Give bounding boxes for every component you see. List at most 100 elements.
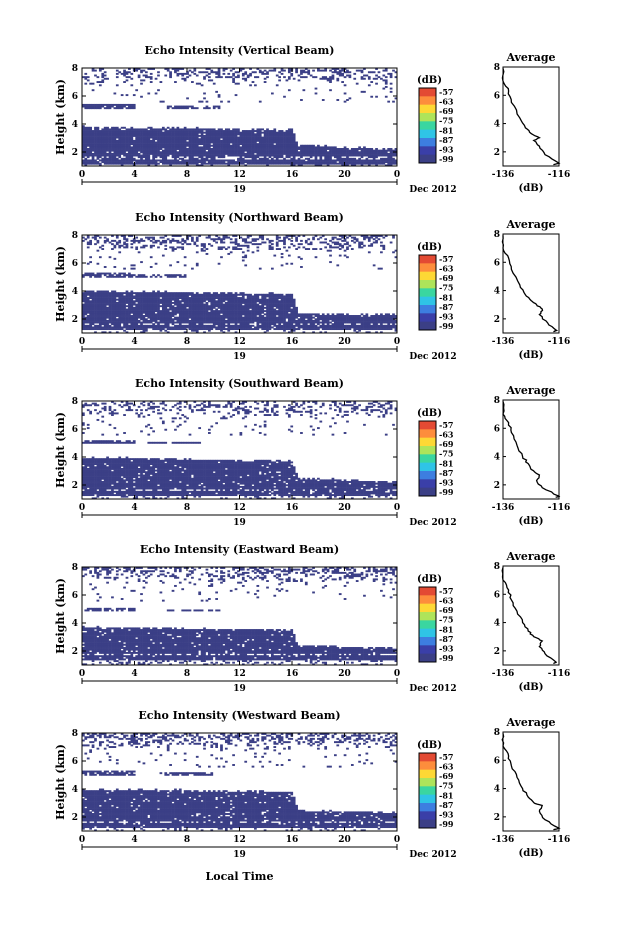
- heatmap-cell: [128, 141, 131, 144]
- heatmap-cell: [246, 249, 250, 252]
- heatmap-cell: [118, 308, 122, 311]
- heatmap-cell: [159, 293, 163, 296]
- heatmap-cell: [283, 316, 286, 319]
- heatmap-cell: [188, 310, 192, 313]
- heatmap-cell: [103, 162, 107, 165]
- heatmap-cell: [181, 321, 185, 324]
- heatmap-cell: [171, 297, 175, 299]
- heatmap-cell: [159, 300, 163, 303]
- heatmap-cell: [280, 301, 284, 304]
- heatmap-cell: [343, 164, 347, 167]
- heatmap-cell: [183, 328, 187, 331]
- heatmap-cell: [166, 126, 170, 129]
- heatmap-cell: [195, 315, 199, 317]
- heatmap-cell: [283, 159, 286, 162]
- heatmap-cell: [234, 134, 238, 137]
- heatmap-cell: [181, 326, 185, 329]
- heatmap-cell: [268, 239, 272, 242]
- heatmap-cell: [268, 328, 272, 331]
- heatmap-cell: [215, 161, 218, 164]
- heatmap-cell: [94, 134, 97, 137]
- heatmap-cell: [111, 313, 114, 316]
- heatmap-cell: [135, 133, 139, 136]
- heatmap-cell: [263, 293, 267, 296]
- heatmap-cell: [200, 139, 204, 142]
- heatmap-cell: [125, 305, 129, 308]
- heatmap-cell: [312, 151, 315, 154]
- heatmap-cell: [149, 298, 153, 301]
- heatmap-cell: [208, 319, 211, 322]
- heatmap-cell: [115, 305, 119, 308]
- heatmap-cell: [336, 157, 340, 160]
- heatmap-cell: [268, 139, 272, 142]
- heatmap-cell: [268, 134, 272, 137]
- heatmap-cell: [125, 154, 129, 157]
- heatmap-cell: [239, 156, 243, 159]
- heatmap-cell: [113, 103, 117, 106]
- heatmap-cell: [355, 149, 359, 152]
- heatmap-cell: [82, 141, 85, 144]
- heatmap-cell: [164, 74, 168, 77]
- heatmap-cell: [229, 293, 233, 296]
- heatmap-cell: [113, 152, 117, 155]
- heatmap-cell: [128, 308, 131, 311]
- heatmap-cell: [239, 293, 243, 296]
- heatmap-cell: [271, 298, 274, 301]
- heatmap-cell: [234, 238, 238, 241]
- heatmap-cell: [350, 157, 354, 160]
- heatmap-cell: [268, 319, 272, 322]
- heatmap-cell: [268, 308, 272, 311]
- heatmap-cell: [309, 151, 313, 154]
- heatmap-cell: [271, 319, 274, 322]
- heatmap-cell: [161, 311, 165, 314]
- heatmap-cell: [241, 154, 245, 157]
- heatmap-cell: [108, 331, 112, 334]
- heatmap-cell: [229, 298, 233, 301]
- heatmap-cell: [244, 130, 248, 132]
- heatmap-cell: [96, 293, 100, 296]
- heatmap-cell: [101, 305, 105, 308]
- heatmap-cell: [128, 275, 131, 278]
- heatmap-cell: [377, 71, 381, 74]
- heatmap-cell: [261, 162, 265, 165]
- heatmap-cell: [365, 74, 369, 77]
- heatmap-cell: [186, 144, 189, 147]
- heatmap-cell: [84, 144, 88, 147]
- heatmap-cell: [254, 239, 257, 242]
- heatmap-cell: [208, 136, 211, 139]
- heatmap-cell: [120, 103, 124, 106]
- heatmap-cell: [145, 275, 148, 278]
- heatmap-cell: [246, 244, 250, 247]
- heatmap-cell: [266, 323, 269, 326]
- heatmap-cell: [205, 292, 209, 295]
- heatmap-cell: [123, 275, 126, 278]
- heatmap-cell: [217, 318, 221, 321]
- heatmap-cell: [181, 295, 185, 298]
- heatmap-cell: [84, 152, 88, 155]
- heatmap-cell: [254, 308, 257, 311]
- heatmap-cell: [103, 266, 107, 268]
- heatmap-cell: [215, 141, 218, 144]
- heatmap-cell: [161, 128, 165, 131]
- heatmap-cell: [152, 146, 155, 149]
- heatmap-cell: [220, 143, 223, 146]
- heatmap-cell: [135, 143, 139, 146]
- heatmap-cell: [130, 162, 134, 165]
- heatmap-cell: [394, 149, 398, 152]
- heatmap-cell: [227, 323, 231, 326]
- heatmap-cell: [191, 157, 194, 160]
- heatmap-cell: [195, 154, 199, 157]
- heatmap-cell: [169, 297, 172, 299]
- heatmap-cell: [392, 152, 395, 155]
- heatmap-cell: [137, 310, 141, 313]
- heatmap-cell: [108, 315, 112, 317]
- heatmap-cell: [111, 141, 114, 144]
- heatmap-cell: [348, 159, 352, 162]
- heatmap-cell: [186, 136, 189, 139]
- heatmap-cell: [128, 144, 131, 147]
- heatmap-cell: [161, 316, 165, 319]
- heatmap-cell: [249, 303, 252, 306]
- heatmap-cell: [152, 319, 155, 322]
- heatmap-cell: [234, 133, 238, 136]
- heatmap-cell: [149, 319, 153, 322]
